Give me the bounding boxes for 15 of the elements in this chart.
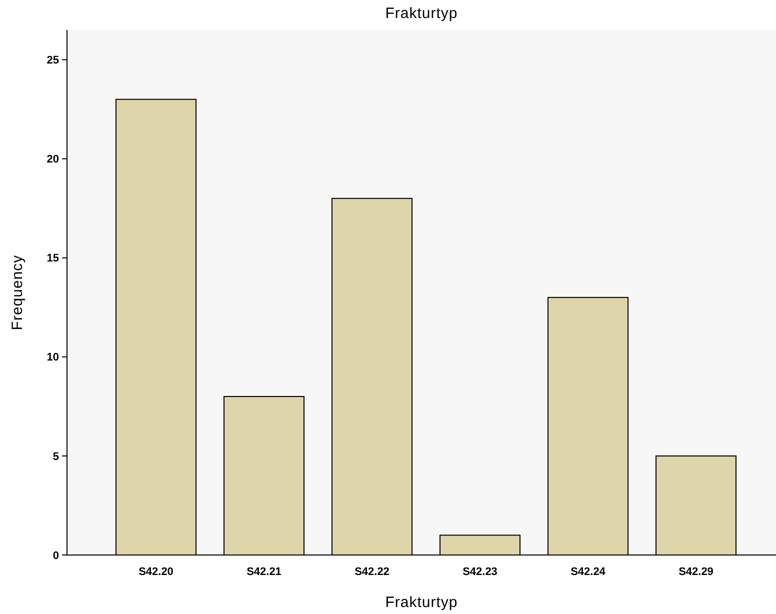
y-tick-label: 5 [52, 450, 59, 463]
chart-title: Frakturtyp [385, 5, 458, 22]
y-tick-label: 0 [52, 550, 59, 562]
x-tick-label: S42.29 [678, 566, 714, 578]
x-tick-label: S42.24 [570, 566, 606, 578]
x-tick-label: S42.21 [246, 566, 282, 578]
x-tick-label: S42.23 [462, 566, 498, 578]
y-tick-label: 10 [46, 352, 59, 364]
y-tick-label: 25 [46, 54, 59, 67]
y-tick-label: 15 [46, 252, 59, 265]
x-tick-label: S42.22 [354, 566, 390, 578]
y-axis-title: Frequency [9, 254, 26, 330]
x-tick-label: S42.20 [138, 566, 174, 578]
x-axis-title: Frakturtyp [385, 594, 458, 611]
y-tick-label: 20 [46, 154, 59, 166]
